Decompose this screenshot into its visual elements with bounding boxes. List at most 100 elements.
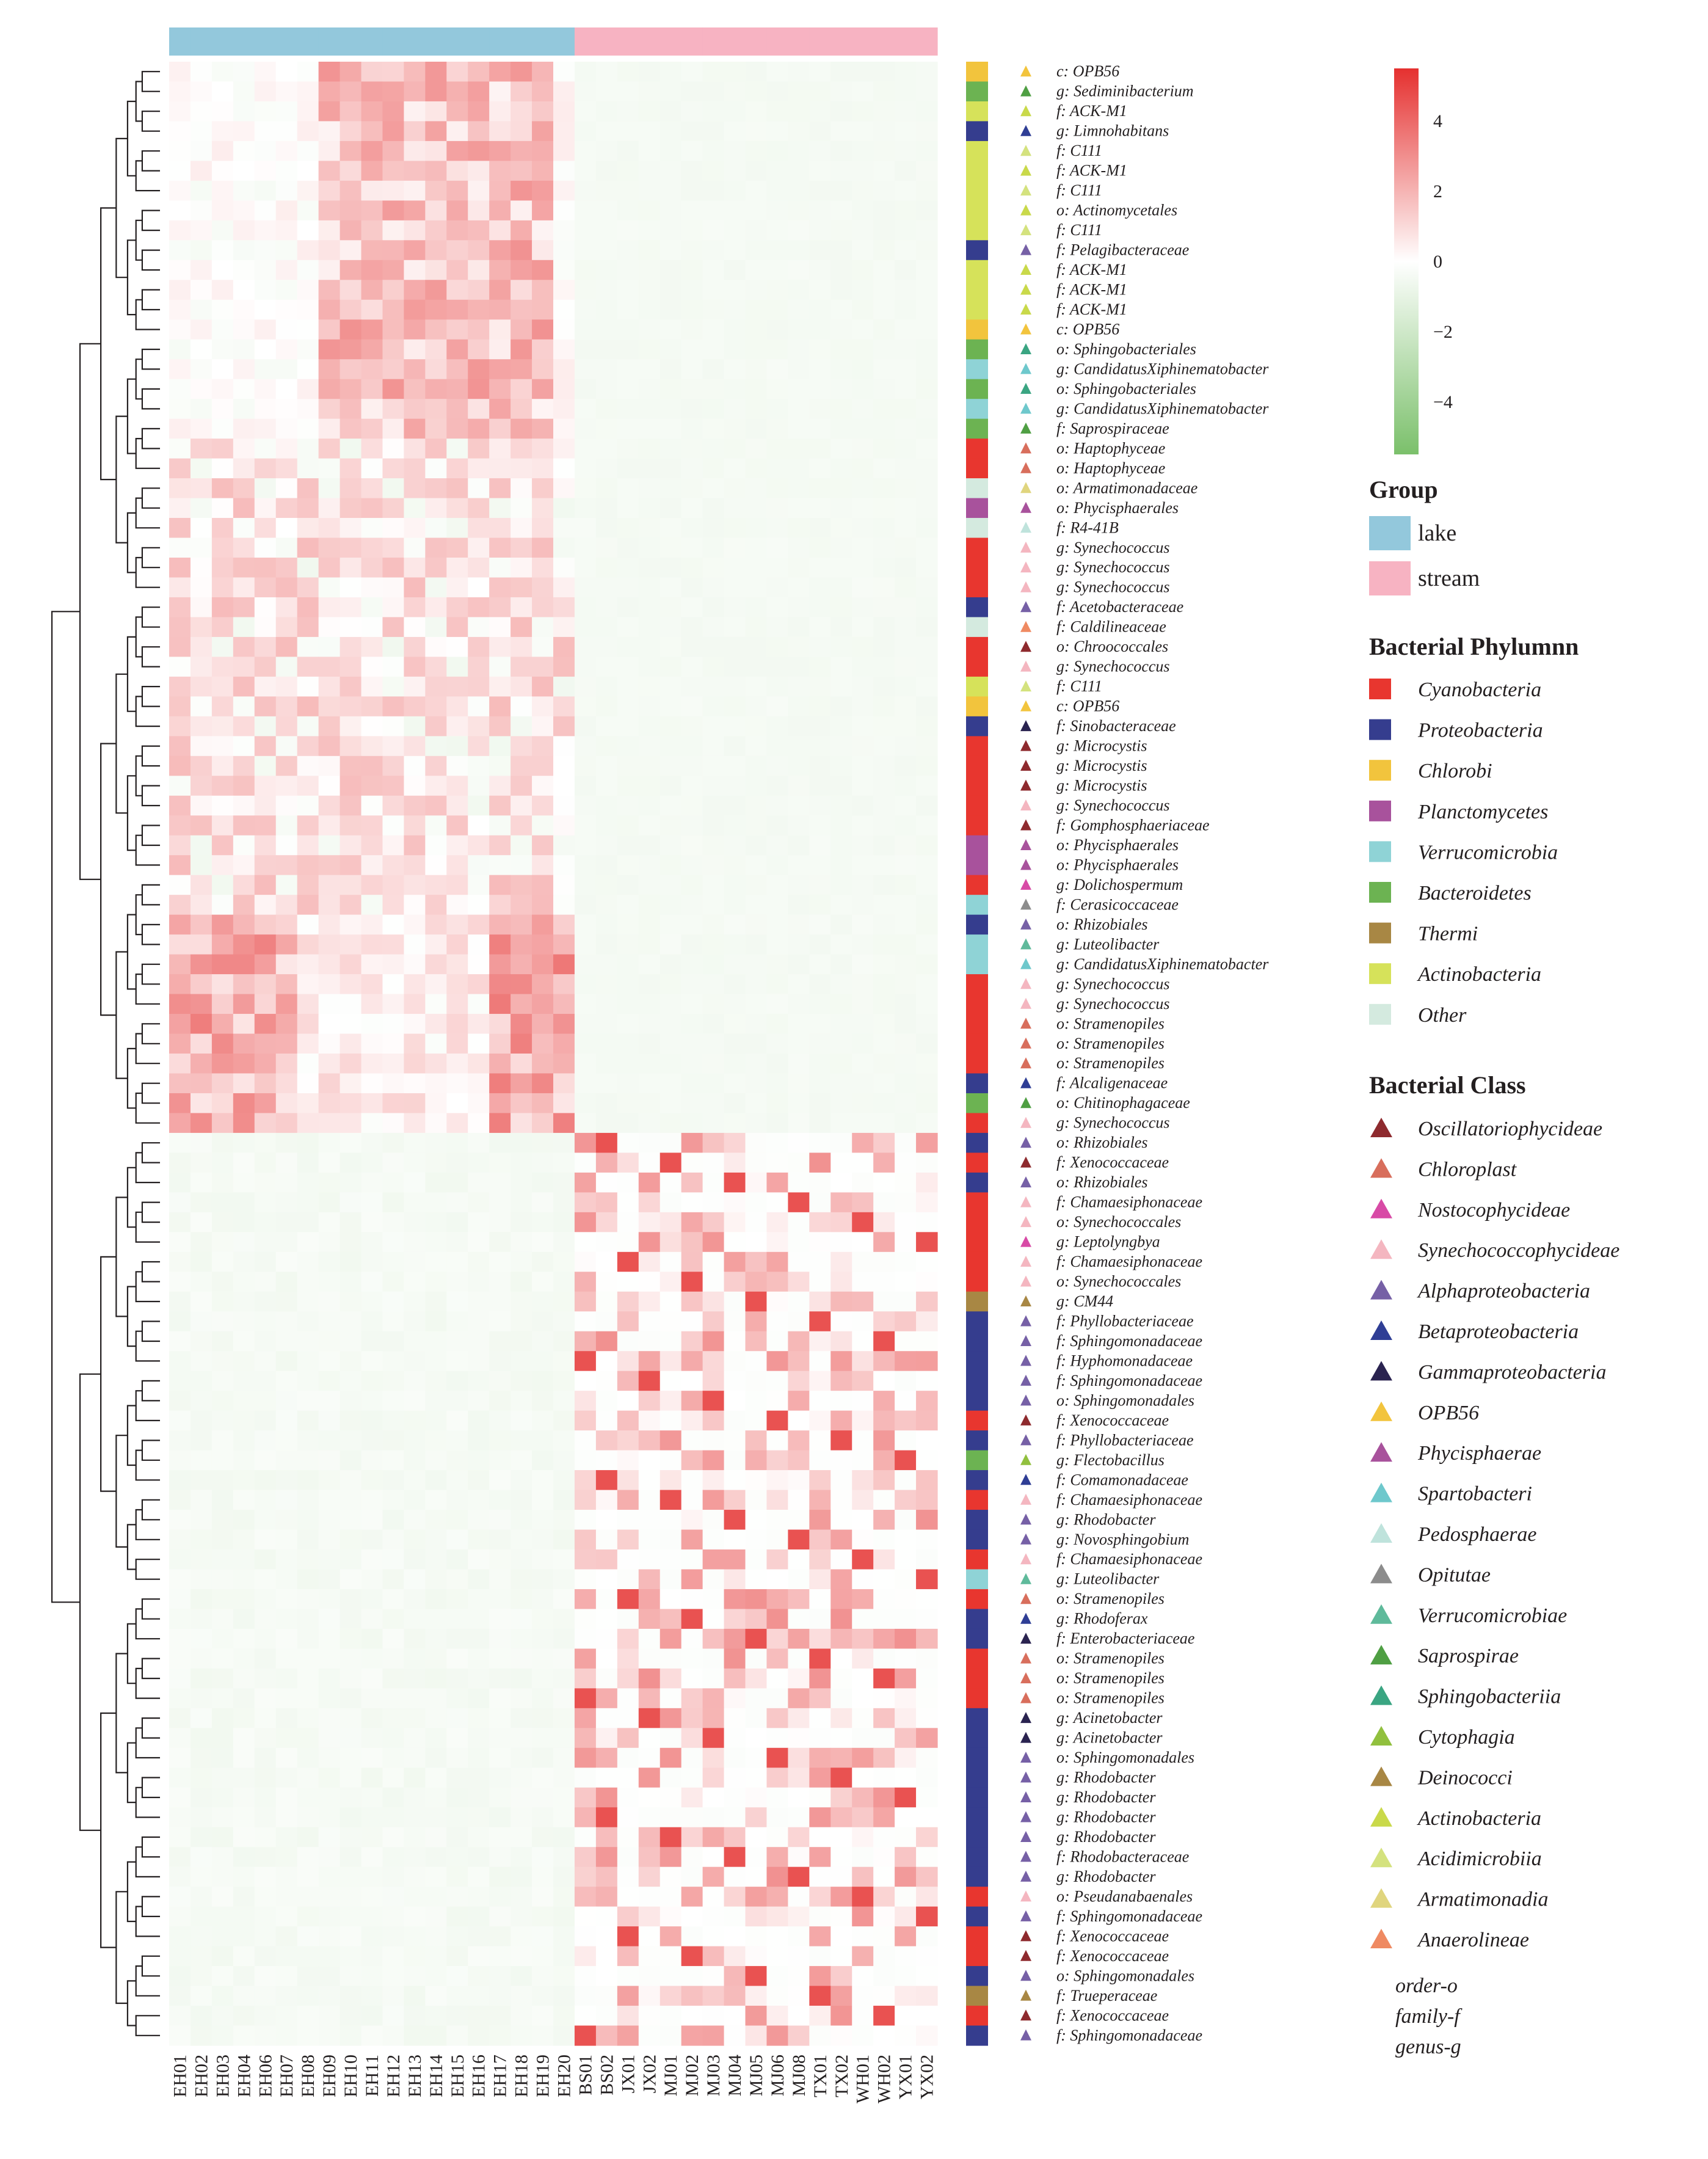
heatmap-cell bbox=[340, 1906, 362, 1927]
heatmap-cell bbox=[745, 597, 768, 618]
heatmap-cell bbox=[425, 1609, 447, 1629]
phylum-legend-swatch bbox=[1369, 760, 1391, 781]
heatmap-cell bbox=[532, 1866, 554, 1887]
heatmap-cell bbox=[254, 1272, 277, 1292]
heatmap-cell bbox=[446, 319, 468, 340]
heatmap-cell bbox=[916, 1470, 938, 1491]
heatmap-cell bbox=[318, 1371, 341, 1391]
heatmap-cell bbox=[382, 1132, 404, 1153]
heatmap-cell bbox=[361, 1668, 383, 1689]
heatmap-cell bbox=[489, 458, 511, 479]
dendrogram-branch bbox=[135, 438, 160, 469]
row-label: f: Xenococcaceae bbox=[1056, 1411, 1169, 1429]
heatmap-cell bbox=[788, 1926, 810, 1947]
heatmap-cell bbox=[724, 220, 746, 241]
heatmap-cell bbox=[745, 161, 768, 181]
row-label: g: Rhodobacter bbox=[1056, 1828, 1156, 1846]
heatmap-cell bbox=[511, 1391, 532, 1411]
heatmap-cell bbox=[766, 439, 788, 459]
group-bar-cell bbox=[275, 27, 298, 56]
heatmap-cell bbox=[745, 1906, 768, 1927]
heatmap-cell bbox=[660, 1192, 682, 1213]
heatmap-cell bbox=[169, 458, 191, 479]
heatmap-cell bbox=[617, 81, 639, 102]
heatmap-cell bbox=[489, 1291, 511, 1312]
heatmap-cell bbox=[595, 1589, 618, 1610]
heatmap-cell bbox=[724, 934, 746, 955]
heatmap-cell bbox=[425, 1470, 447, 1491]
row-label: g: Rhodobacter bbox=[1056, 1868, 1156, 1885]
heatmap-cell bbox=[660, 240, 682, 261]
heatmap-cell bbox=[404, 1113, 426, 1134]
heatmap-cell bbox=[916, 339, 938, 360]
heatmap-cell bbox=[852, 1073, 874, 1094]
heatmap-cell bbox=[595, 62, 618, 82]
heatmap-cell bbox=[702, 1807, 725, 1828]
heatmap-cell bbox=[297, 795, 319, 816]
heatmap-cell bbox=[830, 359, 852, 380]
heatmap-cell bbox=[788, 1609, 810, 1629]
heatmap-cell bbox=[404, 2025, 426, 2046]
heatmap-cell bbox=[617, 776, 639, 796]
heatmap-cell bbox=[233, 1212, 255, 1232]
heatmap-cell bbox=[446, 1371, 468, 1391]
heatmap-cell bbox=[233, 1251, 255, 1272]
heatmap-cell bbox=[532, 299, 554, 320]
heatmap-cell bbox=[468, 1113, 490, 1134]
heatmap-cell bbox=[382, 657, 404, 677]
heatmap-cell bbox=[724, 1768, 746, 1788]
heatmap-cell bbox=[340, 458, 362, 479]
heatmap-cell bbox=[595, 994, 618, 1014]
heatmap-cell bbox=[233, 1152, 255, 1173]
heatmap-cell bbox=[553, 1073, 575, 1094]
heatmap-cell bbox=[340, 1787, 362, 1808]
heatmap-cell bbox=[702, 1708, 725, 1728]
heatmap-cell bbox=[852, 1747, 874, 1768]
heatmap-cell bbox=[660, 399, 682, 420]
column-label: WH01 bbox=[853, 2055, 873, 2103]
heatmap-cell bbox=[638, 220, 661, 241]
heatmap-cell bbox=[254, 1747, 277, 1768]
phylum-bar-cell bbox=[966, 1093, 988, 1114]
heatmap-cell bbox=[766, 1648, 788, 1669]
heatmap-cell bbox=[873, 1251, 895, 1272]
heatmap-cell bbox=[660, 478, 682, 499]
heatmap-cell bbox=[852, 1331, 874, 1352]
heatmap-cell bbox=[382, 299, 404, 320]
phylum-bar-cell bbox=[966, 657, 988, 677]
heatmap-cell bbox=[446, 1569, 468, 1590]
heatmap-cell bbox=[318, 518, 341, 539]
heatmap-cell bbox=[297, 1569, 319, 1590]
dendrogram-branch bbox=[141, 1658, 160, 1680]
heatmap-cell bbox=[233, 1708, 255, 1728]
group-bar-cell bbox=[916, 27, 938, 56]
dendrogram-branch bbox=[135, 359, 142, 400]
heatmap-cell bbox=[766, 1232, 788, 1253]
heatmap-cell bbox=[275, 101, 298, 122]
heatmap-cell bbox=[211, 1906, 234, 1927]
row-label: g: Synechococcus bbox=[1056, 1114, 1170, 1132]
row-label: f: Caldilineaceae bbox=[1056, 618, 1166, 636]
heatmap-cell bbox=[574, 1668, 597, 1689]
heatmap-cell bbox=[233, 1946, 255, 1967]
heatmap-cell bbox=[190, 240, 213, 261]
heatmap-cell bbox=[297, 81, 319, 102]
heatmap-cell bbox=[916, 1192, 938, 1213]
heatmap-cell bbox=[895, 339, 917, 360]
class-triangle bbox=[1020, 1851, 1031, 1862]
color-scale-tick-label: 4 bbox=[1433, 111, 1442, 131]
phylum-bar-cell bbox=[966, 994, 988, 1014]
heatmap-cell bbox=[382, 1787, 404, 1808]
heatmap-cell bbox=[425, 696, 447, 717]
heatmap-cell bbox=[745, 2006, 768, 2026]
heatmap-cell bbox=[702, 1311, 725, 1332]
phylum-bar-cell bbox=[966, 478, 988, 499]
heatmap-cell bbox=[702, 1510, 725, 1531]
heatmap-cell bbox=[297, 1351, 319, 1372]
heatmap-cell bbox=[275, 1747, 298, 1768]
heatmap-cell bbox=[382, 914, 404, 935]
heatmap-cell bbox=[574, 1827, 597, 1848]
heatmap-cell bbox=[681, 1747, 703, 1768]
heatmap-cell bbox=[916, 1668, 938, 1689]
heatmap-cell bbox=[254, 260, 277, 280]
